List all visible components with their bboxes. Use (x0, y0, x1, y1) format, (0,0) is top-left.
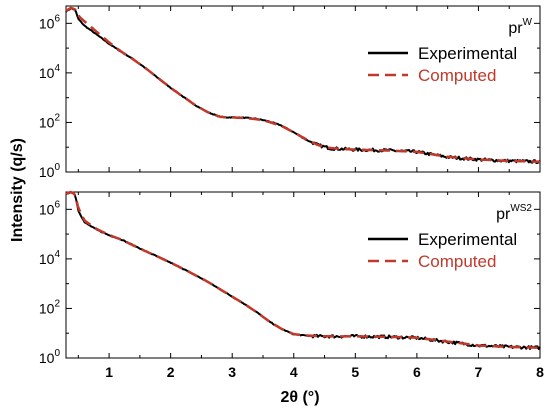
x-tick-label-4: 4 (290, 364, 298, 380)
y-axis-label: Intensity (q/s) (9, 138, 26, 242)
series-top (65, 6, 541, 164)
panel-label-sup-bottom: WS2 (510, 203, 532, 214)
legend-bottom-experimental-label: Experimental (418, 230, 517, 249)
y-ticks-top: 100 102 104 106 (39, 13, 540, 180)
y-tick-label-top-2: 102 (39, 112, 61, 130)
x-tick-label-7: 7 (475, 364, 483, 380)
panel-top: 100 102 104 106 prW Experimental Computed (39, 5, 541, 180)
panel-label-top: prW (508, 17, 532, 37)
x-axis-label: 2θ (°) (280, 389, 319, 406)
svg-text:prW: prW (508, 17, 532, 37)
y-tick-label-bottom-2: 102 (39, 298, 61, 316)
y-tick-label-top-0: 100 (39, 162, 61, 180)
series-bottom (65, 190, 541, 351)
legend-bottom: Experimental Computed (368, 230, 517, 271)
y-tick-label-bottom-4: 104 (39, 249, 61, 267)
plot-frame-top (65, 5, 541, 173)
y-ticks-bottom: 100 102 104 106 (39, 199, 540, 366)
x-tick-label-8: 8 (536, 364, 544, 380)
series-top-experimental (65, 7, 541, 164)
panel-label-bottom: prWS2 (496, 203, 532, 223)
panel-label-base-top: pr (508, 20, 523, 37)
y-tick-label-bottom-6: 106 (39, 199, 61, 217)
x-tick-label-5: 5 (351, 364, 359, 380)
x-tick-label-3: 3 (228, 364, 236, 380)
y-tick-label-top-4: 104 (39, 63, 61, 81)
plot-frame-bottom (65, 191, 541, 359)
legend-top-computed-label: Computed (418, 66, 496, 85)
series-top-computed (65, 6, 541, 163)
x-tick-label-2: 2 (167, 364, 175, 380)
panel-bottom: 1 2 3 4 5 6 7 8 100 102 104 106 prWS2 Experimental… (39, 190, 544, 380)
legend-bottom-computed-label: Computed (418, 252, 496, 271)
legend-top: Experimental Computed (368, 44, 517, 85)
x-tick-label-6: 6 (413, 364, 421, 380)
panel-label-sup-top: W (523, 17, 533, 28)
x-ticks-bottom: 1 2 3 4 5 6 7 8 (77, 192, 544, 380)
y-tick-label-bottom-0: 100 (39, 348, 61, 366)
y-tick-label-top-6: 106 (39, 13, 61, 31)
panel-label-base-bottom: pr (496, 206, 511, 223)
series-bottom-computed (65, 190, 541, 349)
x-ticks-top (77, 6, 541, 172)
legend-top-experimental-label: Experimental (418, 44, 517, 63)
x-tick-label-1: 1 (105, 364, 113, 380)
svg-text:prWS2: prWS2 (496, 203, 532, 223)
